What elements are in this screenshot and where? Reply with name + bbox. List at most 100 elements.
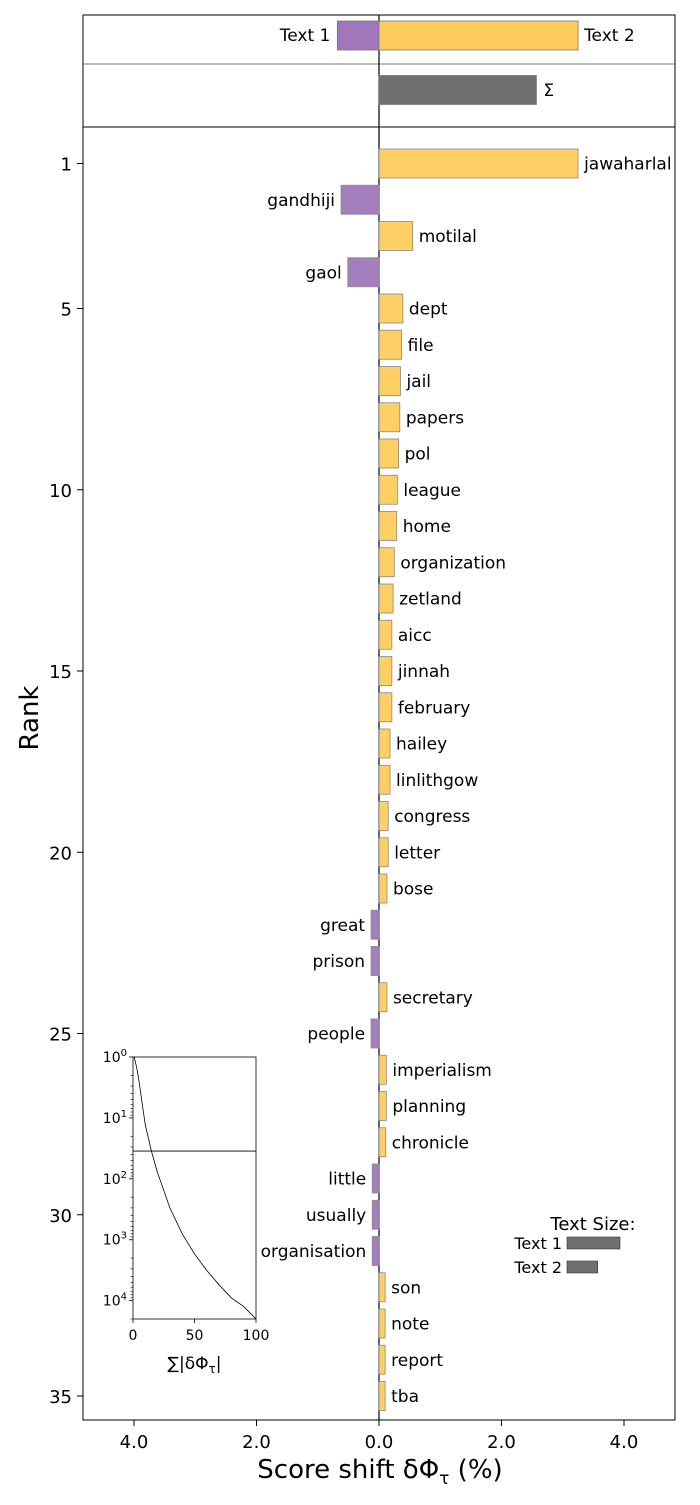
- word-label-congress: congress: [394, 807, 470, 827]
- bar-jinnah: [378, 656, 393, 686]
- bar-letter: [378, 837, 389, 868]
- bar-bose: [378, 873, 388, 904]
- cumulative-inset: 100 101 102 103 104 0 50 100 ∑|δΦτ|: [103, 1048, 270, 1376]
- word-label-linlithgow: linlithgow: [396, 771, 478, 791]
- bar-zetland: [378, 583, 394, 614]
- word-label-papers: papers: [406, 408, 464, 428]
- inset-frame: [132, 1056, 257, 1320]
- bar-papers: [378, 402, 401, 433]
- y-tick-label: 15: [49, 662, 72, 683]
- word-label-jawaharlal: jawaharlal: [583, 155, 672, 175]
- bar-prison: [370, 946, 380, 976]
- word-label-file: file: [408, 336, 434, 356]
- bar-gandhiji: [340, 184, 380, 215]
- word-label-motilal: motilal: [419, 227, 477, 247]
- word-label-gaol: gaol: [305, 263, 341, 283]
- bar-linlithgow: [378, 764, 391, 795]
- word-label-secretary: secretary: [393, 988, 473, 1008]
- inset-x-tick-label: 0: [129, 1328, 138, 1344]
- header-bar-text1: [336, 20, 380, 51]
- word-label-league: league: [403, 481, 461, 501]
- word-bars: [340, 148, 579, 1411]
- word-label-gandhiji: gandhiji: [267, 191, 335, 211]
- x-axis-label: Score shift δΦτ (%): [257, 1455, 502, 1489]
- bar-gaol: [347, 257, 380, 288]
- x-tick-label: 2.0: [487, 1432, 516, 1453]
- word-label-little: little: [328, 1170, 366, 1190]
- word-label-usually: usually: [306, 1206, 366, 1226]
- bar-congress: [378, 801, 389, 831]
- word-label-organisation: organisation: [261, 1242, 367, 1262]
- header-bar-sigma: [378, 75, 537, 105]
- legend-label: Text 1: [513, 1234, 562, 1253]
- header-panel: Text 1 Text 2 Σ: [279, 20, 635, 105]
- bar-secretary: [378, 982, 388, 1013]
- word-label-february: february: [398, 698, 470, 718]
- bar-tba: [378, 1381, 386, 1411]
- bar-home: [378, 511, 398, 541]
- word-label-organization: organization: [400, 553, 506, 573]
- x-tick-label: 4.0: [610, 1432, 639, 1453]
- inset-y-tick-label: 104: [103, 1292, 127, 1310]
- word-label-great: great: [320, 916, 365, 936]
- word-label-home: home: [403, 517, 451, 537]
- bar-february: [378, 692, 393, 723]
- word-label-prison: prison: [312, 952, 365, 972]
- y-tick-label: 20: [49, 843, 72, 864]
- bar-son: [378, 1272, 386, 1303]
- y-tick-label: 30: [49, 1206, 72, 1227]
- bar-jail: [378, 366, 401, 396]
- word-label-tba: tba: [391, 1387, 419, 1407]
- header-bar-text2: [378, 20, 579, 51]
- bar-file: [378, 329, 403, 360]
- bar-chronicle: [378, 1127, 387, 1158]
- bar-usually: [371, 1199, 380, 1230]
- word-label-dept: dept: [409, 300, 448, 320]
- word-label-chronicle: chronicle: [392, 1133, 469, 1153]
- header-label-text1: Text 1: [279, 26, 331, 46]
- header-label-text2: Text 2: [583, 26, 635, 46]
- word-label-planning: planning: [392, 1097, 466, 1117]
- word-label-aicc: aicc: [398, 626, 432, 646]
- legend-bar: [566, 1260, 599, 1274]
- word-label-note: note: [391, 1315, 429, 1335]
- bar-note: [378, 1308, 386, 1339]
- word-label-people: people: [307, 1025, 365, 1045]
- bar-league: [378, 474, 398, 505]
- word-label-jail: jail: [405, 372, 431, 392]
- y-tick-label: 1: [61, 155, 72, 176]
- inset-x-label: ∑|δΦτ|: [168, 1354, 222, 1376]
- word-label-hailey: hailey: [396, 735, 447, 755]
- bar-little: [371, 1163, 380, 1194]
- y-tick-label: 35: [49, 1387, 72, 1408]
- y-axis-label: Rank: [15, 686, 45, 751]
- inset-y-tick-label: 100: [103, 1048, 127, 1066]
- word-label-pol: pol: [405, 445, 431, 465]
- inset-y-tick-label: 101: [103, 1109, 127, 1127]
- bar-dept: [378, 293, 404, 324]
- bar-motilal: [378, 221, 414, 251]
- x-tick-label: 4.0: [120, 1432, 149, 1453]
- legend-title: Text Size:: [549, 1214, 635, 1235]
- inset-y-tick-label: 102: [103, 1170, 127, 1188]
- bar-hailey: [378, 728, 391, 759]
- inset-y-tick-label: 103: [103, 1231, 127, 1249]
- inset-x-tick-label: 100: [243, 1328, 270, 1344]
- word-label-report: report: [391, 1351, 443, 1371]
- y-tick-label: 25: [49, 1025, 72, 1046]
- x-tick-label: 0.0: [365, 1432, 394, 1453]
- legend-label: Text 2: [513, 1258, 562, 1277]
- bar-planning: [378, 1091, 387, 1121]
- bar-organisation: [371, 1236, 380, 1266]
- inset-x-tick-label: 50: [186, 1328, 204, 1344]
- bar-report: [378, 1344, 386, 1375]
- header-label-sigma: Σ: [543, 81, 554, 101]
- legend-bar: [566, 1236, 621, 1250]
- bar-jawaharlal: [378, 148, 579, 179]
- x-tick-label: 2.0: [242, 1432, 271, 1453]
- word-label-zetland: zetland: [399, 590, 462, 610]
- y-tick-label: 10: [49, 481, 72, 502]
- bar-pol: [378, 438, 400, 469]
